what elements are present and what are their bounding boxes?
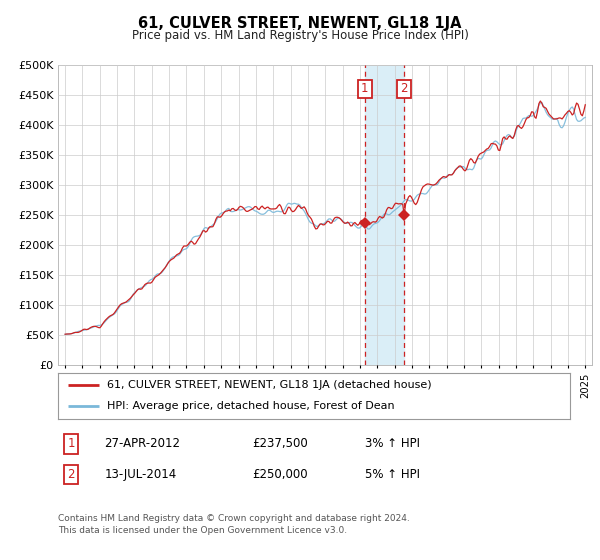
Text: 3% ↑ HPI: 3% ↑ HPI bbox=[365, 437, 420, 450]
Text: £250,000: £250,000 bbox=[253, 468, 308, 481]
Text: Contains HM Land Registry data © Crown copyright and database right 2024.
This d: Contains HM Land Registry data © Crown c… bbox=[58, 514, 410, 535]
Text: HPI: Average price, detached house, Forest of Dean: HPI: Average price, detached house, Fore… bbox=[107, 402, 394, 412]
Text: 1: 1 bbox=[361, 82, 368, 95]
Text: 61, CULVER STREET, NEWENT, GL18 1JA (detached house): 61, CULVER STREET, NEWENT, GL18 1JA (det… bbox=[107, 380, 431, 390]
Text: £237,500: £237,500 bbox=[253, 437, 308, 450]
Text: 5% ↑ HPI: 5% ↑ HPI bbox=[365, 468, 420, 481]
Text: 2: 2 bbox=[67, 468, 75, 481]
Bar bbox=[365, 65, 404, 365]
Text: Price paid vs. HM Land Registry's House Price Index (HPI): Price paid vs. HM Land Registry's House … bbox=[131, 29, 469, 42]
Text: 1: 1 bbox=[67, 437, 75, 450]
Text: 13-JUL-2014: 13-JUL-2014 bbox=[104, 468, 176, 481]
Text: 27-APR-2012: 27-APR-2012 bbox=[104, 437, 180, 450]
Text: 2: 2 bbox=[400, 82, 407, 95]
Text: 61, CULVER STREET, NEWENT, GL18 1JA: 61, CULVER STREET, NEWENT, GL18 1JA bbox=[138, 16, 462, 31]
